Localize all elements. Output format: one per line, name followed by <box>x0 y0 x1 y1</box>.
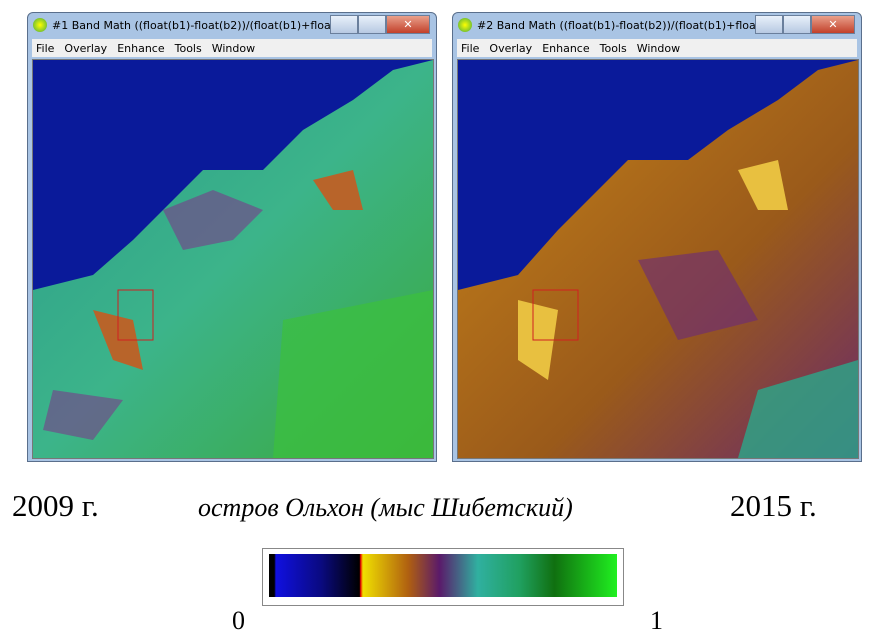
menu-item[interactable]: File <box>461 42 479 55</box>
window-title: #1 Band Math ((float(b1)-float(b2))/(flo… <box>52 19 342 32</box>
menu-item[interactable]: Window <box>637 42 680 55</box>
app-icon <box>33 18 47 32</box>
maximize[interactable] <box>358 15 386 34</box>
menu-item[interactable]: Tools <box>175 42 202 55</box>
menu-item[interactable]: Enhance <box>117 42 164 55</box>
window-controls: ✕ <box>755 15 855 34</box>
minimize[interactable] <box>330 15 358 34</box>
menu-item[interactable]: Window <box>212 42 255 55</box>
caption: остров Ольхон (мыс Шибетский) <box>198 493 573 523</box>
app-icon <box>458 18 472 32</box>
window: #2 Band Math ((float(b1)-float(b2))/(flo… <box>452 12 862 462</box>
window-controls: ✕ <box>330 15 430 34</box>
menu-item[interactable]: Overlay <box>64 42 107 55</box>
colorbar-max: 1 <box>650 606 663 636</box>
close[interactable]: ✕ <box>386 15 430 34</box>
colorbar <box>262 548 624 606</box>
menu-item[interactable]: Overlay <box>489 42 532 55</box>
ndvi-image <box>32 59 434 459</box>
menu-item[interactable]: File <box>36 42 54 55</box>
caption: 2009 г. <box>12 488 99 524</box>
caption: 2015 г. <box>730 488 817 524</box>
ndvi-image <box>457 59 859 459</box>
close[interactable]: ✕ <box>811 15 855 34</box>
minimize[interactable] <box>755 15 783 34</box>
menu-item[interactable]: Tools <box>600 42 627 55</box>
menu-bar: File Overlay Enhance Tools Window <box>32 39 432 57</box>
window-title: #2 Band Math ((float(b1)-float(b2))/(flo… <box>477 19 767 32</box>
menu-item[interactable]: Enhance <box>542 42 589 55</box>
colorbar-gradient <box>269 554 617 597</box>
colorbar-min: 0 <box>232 606 245 636</box>
page: #1 Band Math ((float(b1)-float(b2))/(flo… <box>0 0 875 635</box>
window: #1 Band Math ((float(b1)-float(b2))/(flo… <box>27 12 437 462</box>
maximize[interactable] <box>783 15 811 34</box>
menu-bar: File Overlay Enhance Tools Window <box>457 39 857 57</box>
